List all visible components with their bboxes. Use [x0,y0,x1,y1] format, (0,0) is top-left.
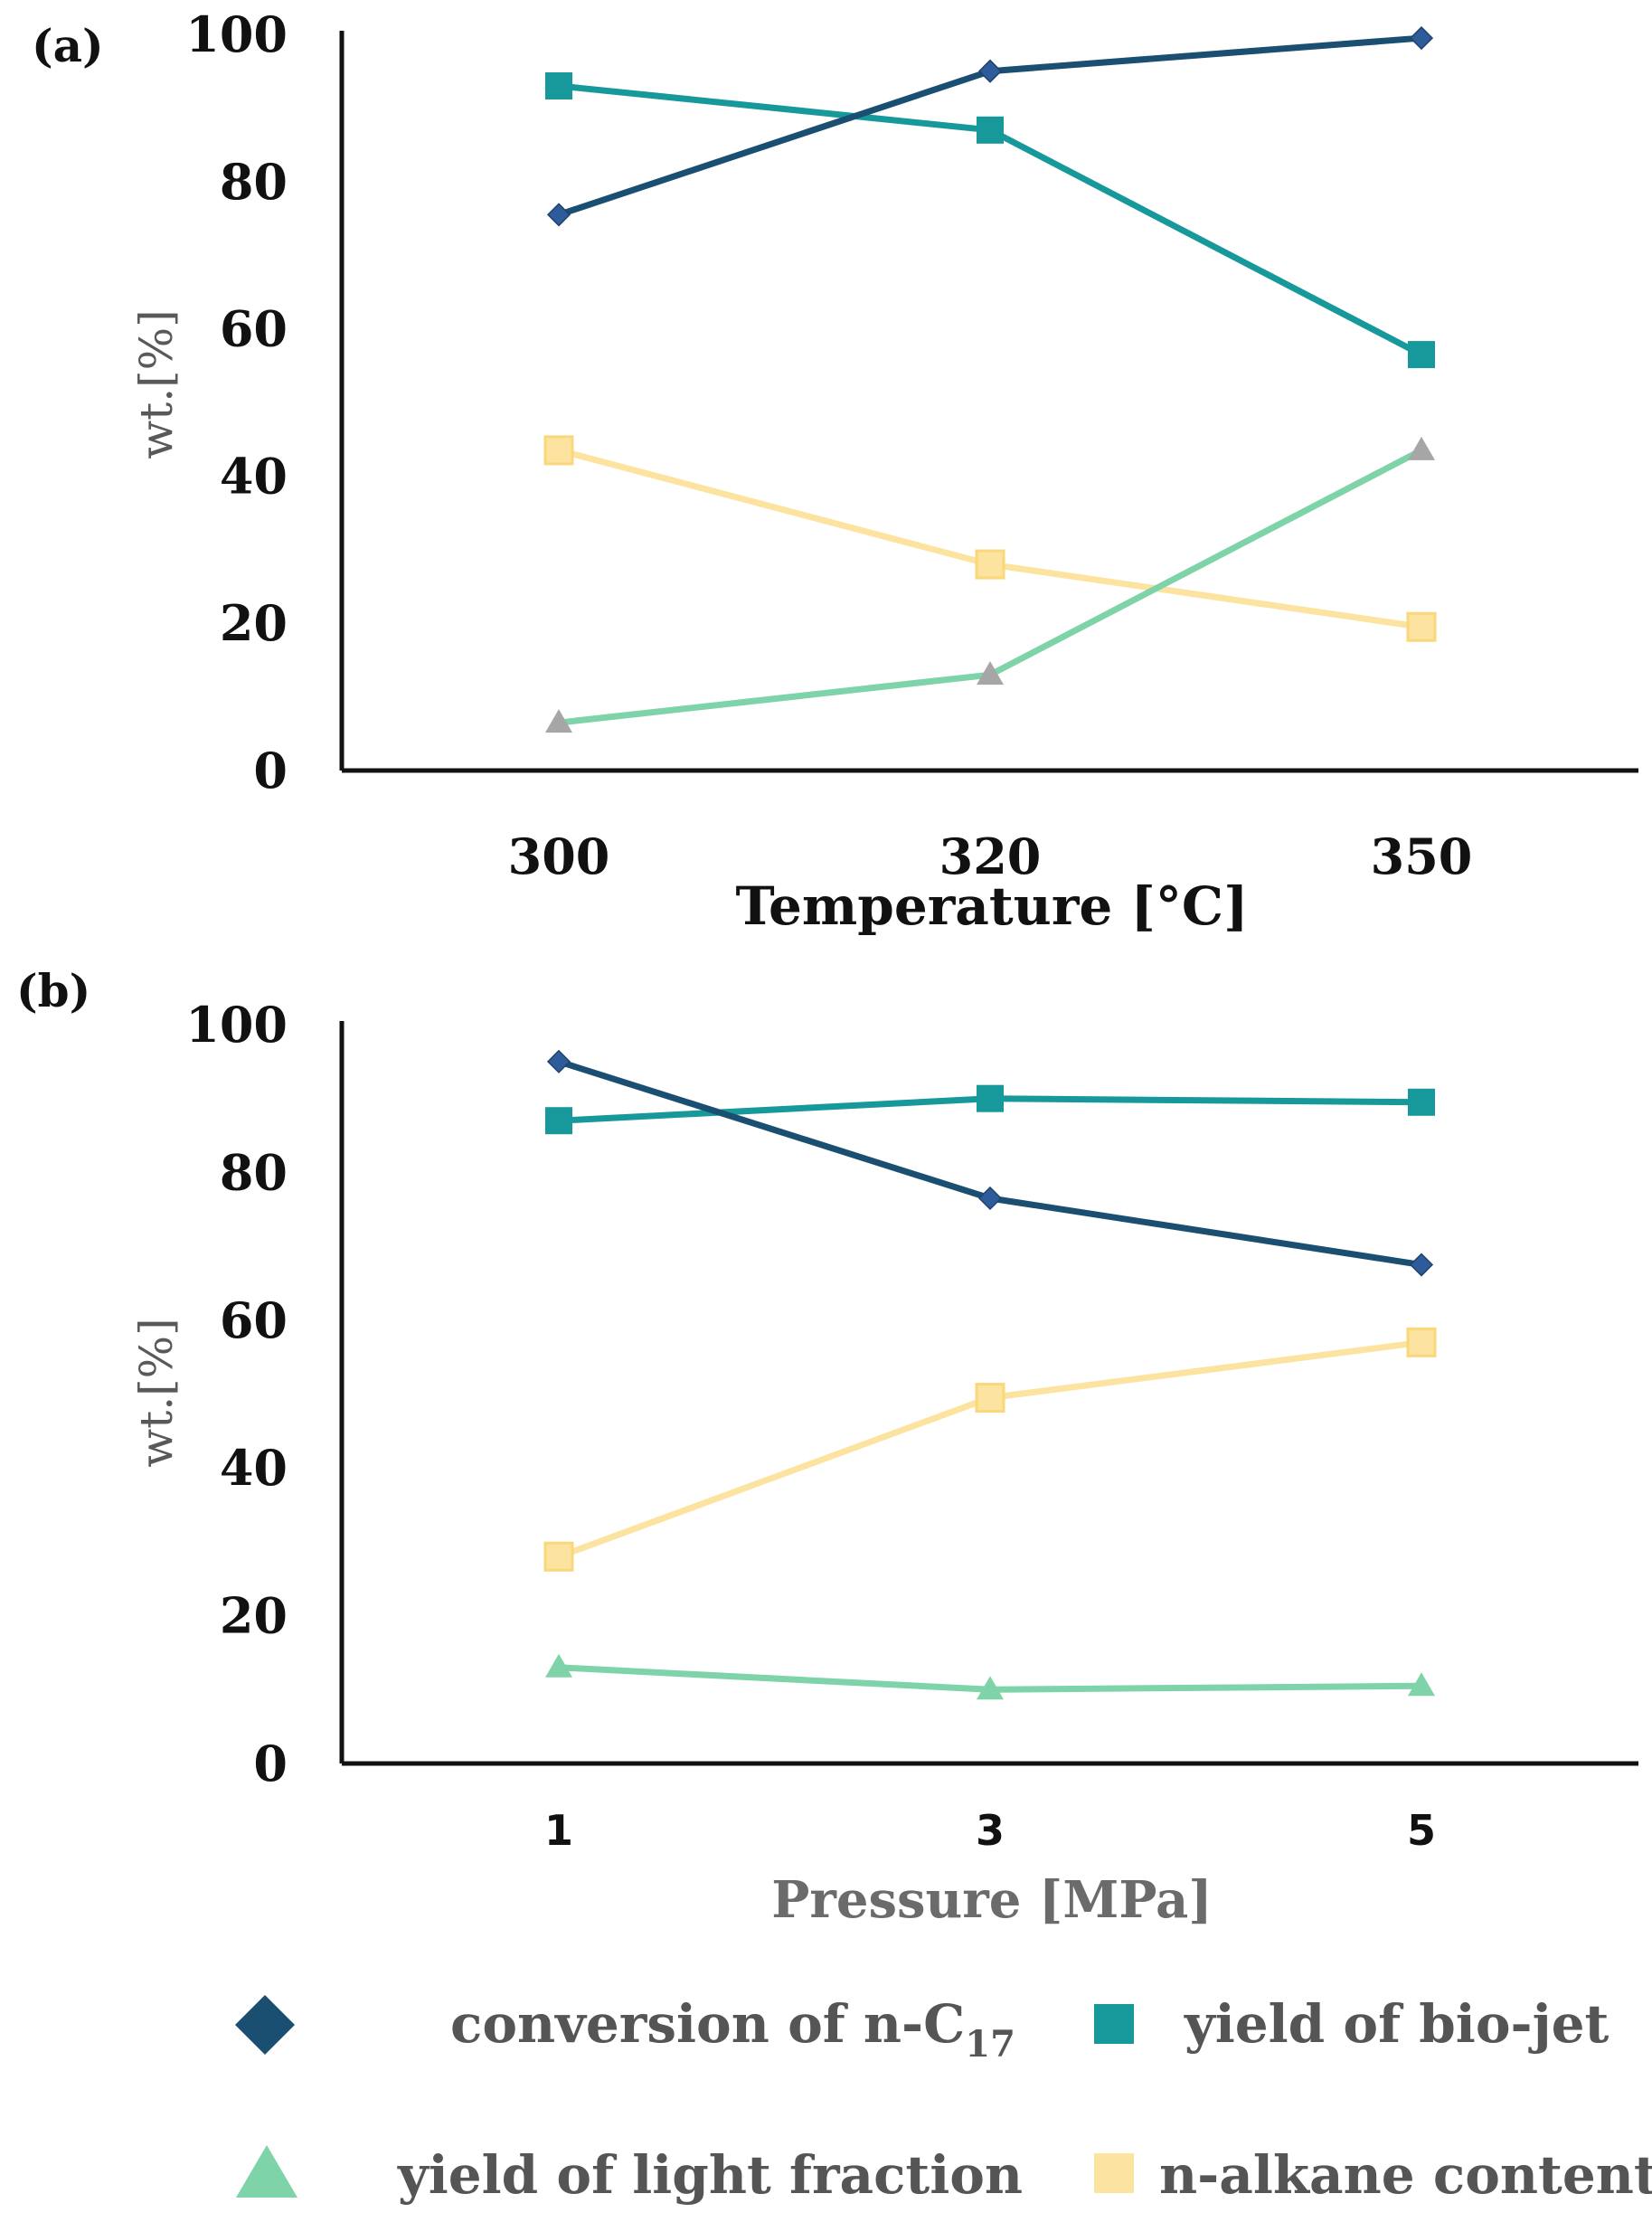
data-point-biojet [545,71,572,99]
panel-b-y-axis-label: wt.[%] [130,1318,183,1467]
panel-b-x-axis-label: Pressure [MPa] [771,1870,1213,1930]
data-point-biojet [1408,1088,1435,1116]
data-point-light-fraction [977,661,1004,686]
legend-alkane-label: n-alkane content [1159,2144,1652,2206]
data-point-conversion [546,1049,571,1073]
y-tick-label: 20 [220,1587,288,1645]
y-tick-label: 40 [220,447,288,505]
series-line-n-alkane [558,447,1422,630]
data-point-biojet [545,1107,572,1135]
legend-conversion-label: conversion of n-C17 [450,1993,1015,2066]
series-line-n-alkane [557,1338,1422,1560]
panel-b-chart: (b) wt.[%] 0 20 40 60 80 100 1 3 5 Pressure [MP… [16,964,1638,1930]
panel-a-series [543,26,1437,733]
y-tick-label: 100 [185,996,288,1054]
y-tick-label: 100 [185,5,288,63]
x-tick-label: 320 [939,827,1042,885]
data-point-biojet [977,1084,1004,1112]
data-point-n-alkane [1406,1327,1437,1357]
data-point-n-alkane [975,549,1005,580]
y-tick-label: 80 [220,153,288,211]
data-point-n-alkane [1406,611,1437,642]
legend-conversion-marker [235,1995,295,2055]
panel-a-label: (a) [32,19,104,72]
panel-b-y-ticks: 0 20 40 60 80 100 [185,996,288,1792]
legend-light-label: yield of light fraction [397,2144,1023,2206]
data-point-light-fraction [545,709,572,733]
data-point-n-alkane [543,1541,574,1572]
panel-b-x-ticks: 1 3 5 [544,1806,1436,1855]
y-tick-label: 0 [253,742,288,799]
y-tick-label: 60 [220,1291,288,1349]
x-tick-label: 1 [544,1806,573,1855]
data-point-conversion [546,203,571,227]
data-point-biojet [1408,341,1435,369]
data-point-conversion [1409,26,1434,51]
data-point-light-fraction [1408,436,1435,460]
data-point-n-alkane [975,1383,1005,1414]
x-tick-label: 3 [976,1806,1005,1855]
panel-a-y-axis-label: wt.[%] [130,309,183,459]
x-tick-label: 300 [508,827,610,885]
panel-b-label: (b) [16,964,90,1017]
legend-biojet-label: yield of bio-jet [1184,1993,1609,2055]
legend-alkane-marker [1094,2153,1134,2193]
y-tick-label: 80 [220,1143,288,1201]
data-point-conversion [1409,1253,1434,1277]
data-point-light-fraction [545,1653,572,1678]
panel-b-series [543,1049,1437,1700]
data-point-biojet [977,116,1004,144]
y-tick-label: 60 [220,300,288,358]
x-tick-label: 5 [1407,1806,1436,1855]
data-point-light-fraction [1408,1672,1435,1697]
x-tick-label: 350 [1371,827,1473,885]
panel-a-chart: (a) wt.[%] 0 20 40 60 80 100 300 320 350 Temper… [32,5,1638,937]
y-tick-label: 20 [220,594,288,652]
data-point-n-alkane [543,435,574,466]
y-tick-label: 0 [253,1735,288,1792]
panel-a-y-ticks: 0 20 40 60 80 100 [185,5,288,799]
panel-a-x-ticks: 300 320 350 [508,827,1473,885]
data-point-conversion [977,1186,1003,1211]
legend-conversion-subscript: 17 [965,2023,1015,2066]
legend-biojet-marker [1094,2004,1134,2044]
legend-light-marker [236,2145,297,2198]
data-point-light-fraction [977,1676,1004,1700]
legend: conversion of n-C17 yield of bio-jet yie… [235,1993,1652,2206]
data-point-conversion [977,59,1003,83]
y-tick-label: 40 [220,1439,288,1497]
panel-a-x-axis-label: Temperature [°C] [735,875,1248,937]
